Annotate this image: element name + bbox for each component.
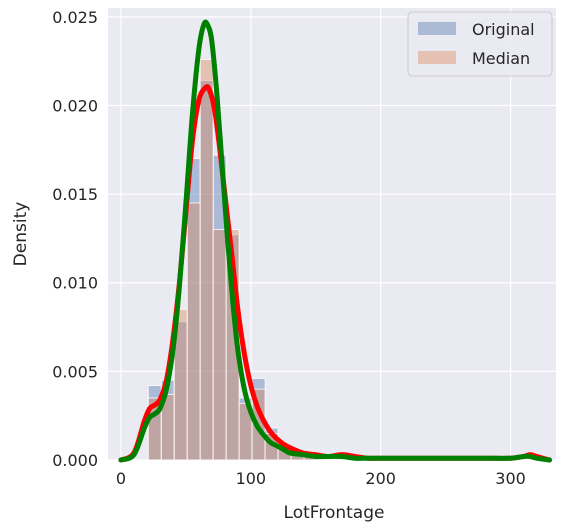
hist-bar-median	[199, 59, 214, 461]
x-axis-label: LotFrontage	[284, 503, 385, 523]
x-tick-label: 100	[236, 469, 267, 488]
hist-bar-median	[186, 202, 201, 461]
kde-curves	[118, 19, 553, 463]
y-tick-label: 0.005	[52, 362, 98, 381]
legend-swatch-median	[418, 51, 456, 64]
y-tick-label: 0.015	[52, 185, 98, 204]
legend: Original Median	[407, 11, 553, 77]
x-tick-label: 300	[495, 469, 526, 488]
y-tick-label: 0.000	[52, 451, 98, 470]
legend-label-original: Original	[472, 20, 535, 39]
x-tick-label: 0	[116, 469, 126, 488]
x-tick-label: 200	[365, 469, 396, 488]
tick-labels: 0 100 200 300 0.000 0.005 0.010 0.015 0.020 0.025	[52, 8, 526, 488]
y-tick-label: 0.025	[52, 8, 98, 27]
legend-swatch-original	[418, 22, 456, 35]
kde-curve-green	[118, 19, 553, 463]
legend-label-median: Median	[472, 49, 530, 68]
y-tick-label: 0.010	[52, 274, 98, 293]
hist-bar-median	[212, 229, 227, 461]
y-tick-label: 0.020	[52, 96, 98, 115]
legend-box	[407, 11, 553, 77]
y-axis-label: Density	[11, 202, 31, 267]
